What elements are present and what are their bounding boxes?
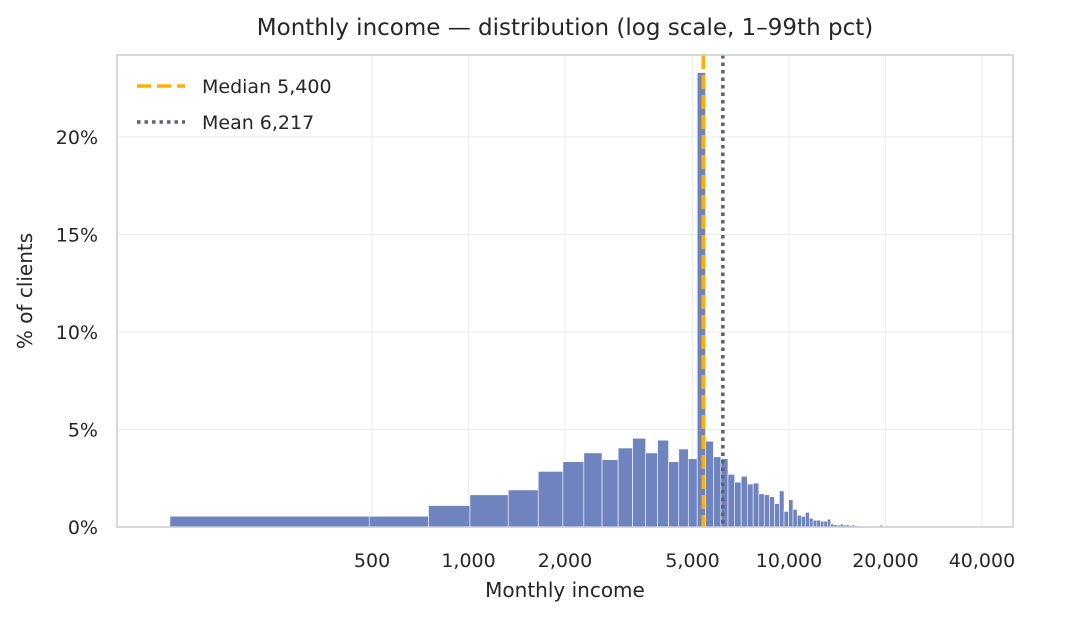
histogram-bar [669,462,679,527]
histogram-bar [827,519,830,527]
histogram-bar [633,438,646,527]
histogram-bar [470,495,508,527]
y-tick-label: 20% [56,127,98,149]
y-tick-labels: 0% 5% 10% 15% 20% [56,127,98,539]
histogram-bar [508,490,538,527]
histogram-bar [764,495,769,527]
chart-title: Monthly income — distribution (log scale… [257,15,873,41]
histogram-bar [741,476,747,527]
y-tick-label: 5% [68,419,98,441]
legend-label: Median 5,400 [202,76,332,98]
legend-label: Mean 6,217 [202,112,314,134]
histogram-bar [646,453,658,527]
histogram-bar [813,520,817,527]
x-tick-label: 500 [354,550,390,572]
histogram-bar [759,494,764,527]
histogram-bar [801,516,805,527]
x-axis-label: Monthly income [485,578,645,602]
x-tick-label: 40,000 [949,550,1015,572]
x-tick-label: 10,000 [756,550,822,572]
histogram-bar [735,482,741,527]
histogram-bars [170,73,885,527]
histogram-bar [797,515,801,527]
histogram-bar [817,520,821,527]
histogram-bar [602,460,618,527]
histogram-bar [658,440,669,527]
histogram-bar [563,462,584,527]
histogram-bar [747,484,753,527]
histogram-bar [789,500,793,527]
histogram-bar [753,483,759,527]
histogram-bar [824,521,827,527]
histogram-bar [688,459,697,527]
y-axis-label: % of clients [13,233,37,349]
histogram-bar [713,457,720,527]
histogram-bar [428,506,469,527]
y-tick-label: 0% [68,517,98,539]
histogram-bar [779,491,784,527]
y-tick-label: 10% [56,322,98,344]
x-tick-label: 1,000 [441,550,495,572]
x-tick-label: 5,000 [665,550,719,572]
x-tick-label: 2,000 [538,550,592,572]
histogram-bar [679,449,688,527]
histogram-bar [774,504,779,527]
histogram-bar [809,518,813,527]
histogram-bar [784,511,789,527]
histogram-bar [369,516,428,527]
histogram-bar [805,512,809,527]
x-tick-label: 20,000 [852,550,918,572]
histogram-bar [584,453,602,527]
y-tick-label: 15% [56,224,98,246]
histogram-bar [618,448,632,527]
histogram-bar [538,471,563,527]
histogram-bar [820,521,824,527]
x-tick-labels: 500 1,000 2,000 5,000 10,000 20,000 40,000 [354,550,1015,572]
histogram-bar [769,497,774,527]
histogram-bar [706,441,714,527]
histogram-bar [728,474,735,527]
chart-legend: Median 5,400 Mean 6,217 [137,76,332,134]
histogram-bar [170,516,369,527]
histogram-bar [793,509,797,527]
